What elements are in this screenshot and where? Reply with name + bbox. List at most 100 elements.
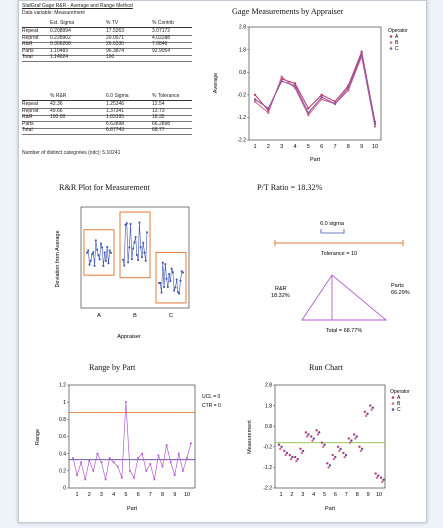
range-point <box>185 456 188 459</box>
gage-xtick-label: 3 <box>280 144 283 150</box>
run-point <box>354 437 357 440</box>
range-xtick-label: 1 <box>75 492 78 498</box>
variance-cell: 0.208994 <box>50 28 71 34</box>
rr-point <box>164 263 167 266</box>
rr-point <box>168 273 171 275</box>
range-point <box>181 469 184 472</box>
range-point <box>141 452 144 455</box>
rr-point <box>94 239 97 242</box>
gage-point <box>320 95 323 99</box>
rr-point <box>170 267 173 270</box>
range-point <box>120 476 123 479</box>
rr-label: R&R <box>275 286 287 292</box>
rr-row-label: Total <box>22 127 33 134</box>
variance-cell: 96.3874 <box>106 47 125 54</box>
variance-cell: 17.5263 <box>106 28 125 34</box>
row-rule <box>22 54 192 56</box>
variance-cell: 92.9054 <box>152 47 171 54</box>
rr-point <box>159 282 162 284</box>
rr-point <box>144 259 147 262</box>
chart-title-rr: R&R Plot for Measurement <box>59 183 150 192</box>
range-point <box>76 474 79 477</box>
range-point <box>161 465 164 468</box>
parts-label: Parts <box>391 283 404 289</box>
range-xtick-label: 7 <box>149 492 152 498</box>
rr-point <box>134 236 137 238</box>
run-point <box>320 441 324 444</box>
data-variable-label: Data variable: Measurement <box>22 10 85 16</box>
variance-row-label: R&R <box>22 41 33 48</box>
variance-cell: 4.02288 <box>152 34 171 41</box>
run-xtick-label: 3 <box>301 492 304 498</box>
rr-point <box>110 251 112 254</box>
rr-trace <box>86 240 112 266</box>
run-point <box>285 451 289 455</box>
rr-point <box>106 246 109 248</box>
rr-point <box>130 258 133 261</box>
run-point <box>382 478 385 481</box>
run-point <box>316 433 320 436</box>
rr-point <box>132 247 135 250</box>
variance-cell: 0.306208 <box>50 41 71 48</box>
run-point <box>371 406 375 409</box>
range-xtick-label: 4 <box>112 492 115 498</box>
run-point <box>366 412 369 416</box>
range-ytick-label: 0 <box>63 486 66 492</box>
rr-cell: 68.77 <box>152 127 165 134</box>
rr-point <box>98 258 101 261</box>
run-point <box>332 457 336 461</box>
gage-ylabel: Average <box>213 73 219 93</box>
run-point <box>279 447 282 451</box>
rr-row-label: Parts <box>22 120 34 127</box>
rr-point <box>163 286 165 288</box>
gage-point <box>347 89 350 92</box>
rr-cell: 6.62898 <box>106 120 125 127</box>
ctr-label: CTR = 0 <box>202 403 221 409</box>
run-ytick-label: 2.8 <box>265 383 272 389</box>
variance-cell: 20.0571 <box>106 34 125 41</box>
gage-point <box>333 100 337 103</box>
run-xtick-label: 6 <box>334 492 337 498</box>
rr-point <box>158 282 160 284</box>
range-point <box>72 456 74 459</box>
run-point <box>283 449 286 453</box>
range-xtick-label: 8 <box>161 492 164 498</box>
range-point <box>149 462 152 465</box>
run-point <box>301 449 305 453</box>
rr-point <box>169 280 172 283</box>
run-point <box>299 447 302 451</box>
col-est-sigma: Est. Sigma <box>50 20 75 26</box>
sigma-label: 6.0 sigma <box>320 221 345 227</box>
range-xlabel: Part <box>127 506 138 512</box>
range-point <box>145 469 148 472</box>
rr-row-label: Reprod <box>22 107 39 114</box>
rr-point <box>124 223 127 226</box>
rr-point <box>133 241 136 244</box>
rr-cell: 1.37341 <box>106 107 125 114</box>
rr-point <box>141 256 143 259</box>
gage-point <box>253 100 257 103</box>
variance-row-label: Reprod <box>22 34 39 41</box>
rr-point <box>108 249 111 252</box>
range-point <box>108 456 111 459</box>
gage-point <box>373 125 377 128</box>
rr-point <box>91 253 93 256</box>
run-point <box>364 414 368 418</box>
rr-box <box>119 211 151 279</box>
rr-point <box>138 221 141 224</box>
variance-cell: 26.6330 <box>106 41 125 48</box>
rr-xlabel: Appraiser <box>117 334 141 340</box>
gage-xtick-label: 8 <box>347 144 350 150</box>
rr-point <box>93 264 96 267</box>
run-point <box>307 433 310 436</box>
run-chart: Measurement Part Operator 2.8 1.8 0.8 -0.2 -… <box>247 383 410 512</box>
variance-row-label: Repeat <box>22 28 39 34</box>
range-point <box>157 454 160 457</box>
run-point <box>277 443 281 446</box>
range-point <box>165 444 168 447</box>
run-xtick-label: 2 <box>290 492 293 498</box>
rr-cell: 1.25346 <box>106 101 125 107</box>
range-xtick-label: 2 <box>88 492 91 498</box>
gage-point <box>320 98 323 101</box>
gage-point <box>267 111 270 115</box>
